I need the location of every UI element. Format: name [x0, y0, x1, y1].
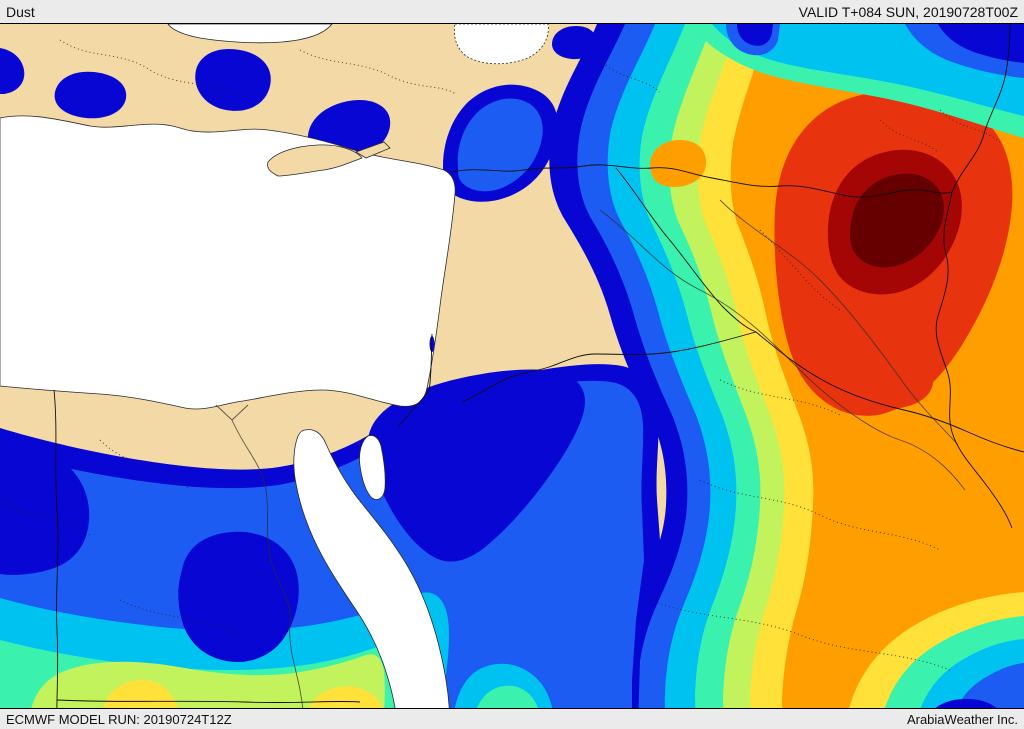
sw-darkblue-blob-mid [178, 531, 299, 662]
dust-red-blob-south [845, 354, 934, 410]
border-egypt-sudan [56, 699, 361, 704]
rivers [215, 199, 966, 708]
model-run-label: ECMWF MODEL RUN: 20190724T12Z [6, 711, 232, 727]
header-bar: Dust VALID T+084 SUN, 20190728T00Z [0, 0, 1024, 24]
red-sea [293, 429, 450, 708]
anatolia-blob-west [195, 48, 271, 111]
iskenderun-blob-inner [457, 98, 543, 192]
valid-time-label: VALID T+084 SUN, 20190728T00Z [798, 3, 1018, 20]
sw-darkblue-blob-west [0, 436, 90, 575]
sw-darkblue-blob-sinai [367, 369, 585, 562]
sw-green-patch-arabia [476, 685, 538, 708]
product-title: Dust [6, 3, 35, 20]
border-jordan-valley [428, 333, 433, 392]
border-iraq-jordan-saudi [461, 331, 757, 403]
nile-delta-branch [215, 404, 249, 421]
dotted-iran-2 [879, 119, 939, 153]
black-sea-edge [167, 24, 333, 44]
footer-bar: ECMWF MODEL RUN: 20190724T12Z ArabiaWeat… [0, 708, 1024, 729]
border-israel-egypt [397, 390, 430, 428]
tigris-river [719, 199, 959, 446]
dust-map-svg [0, 24, 1024, 708]
gulf-of-aqaba [359, 435, 386, 500]
dust-minimum-bottomright [849, 592, 1024, 708]
border-turkey-iran [951, 24, 1011, 193]
border-iran-iraq [935, 191, 1013, 529]
dotted-saudi-2 [649, 599, 951, 671]
mediterranean-sea [0, 115, 456, 410]
topedge-darkblue-blob [737, 24, 773, 46]
dotted-egypt-1 [99, 439, 191, 491]
dust-maroon-core [850, 173, 944, 268]
dust-orange-patch-north [650, 140, 707, 187]
border-syria-iraq [615, 167, 757, 333]
dust-map [0, 24, 1024, 708]
salt-lake-anatolia [454, 24, 549, 65]
bottomright-blue-band [956, 663, 1024, 708]
water-bodies [0, 24, 549, 708]
border-egypt-libya [53, 389, 59, 708]
dotted-libya-1 [0, 499, 91, 536]
cyprus-island [267, 144, 363, 177]
lake-van [552, 26, 598, 60]
anatolia-blob-leftedge [0, 48, 25, 94]
dotted-boundaries [0, 39, 1001, 671]
cyprus-panhandle [355, 141, 391, 159]
border-iraq-saudi-east [755, 331, 1024, 453]
sw-yellow-blob-east [309, 686, 384, 708]
bottomedge-darkblue-blob [935, 698, 997, 708]
dust-plume-east [549, 24, 1024, 708]
border-turkey-south [451, 164, 953, 198]
anatolia-blob-aegean [54, 71, 127, 119]
topright-darkblue-core [938, 24, 1024, 63]
euphrates-river [599, 209, 966, 491]
nile-river [231, 419, 304, 708]
country-borders [53, 24, 1024, 708]
dust-minimum-topright [690, 24, 1024, 138]
credit-label: ArabiaWeather Inc. [906, 711, 1018, 727]
